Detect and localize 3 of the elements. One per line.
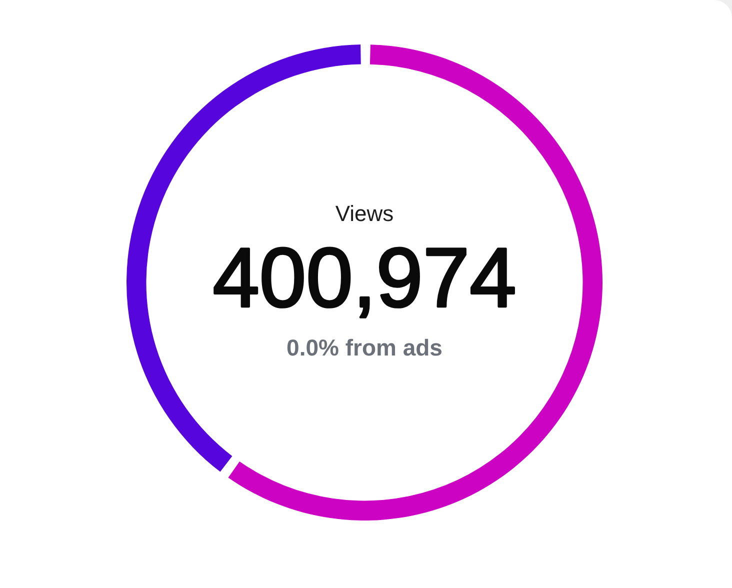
text: 0.0% from ads xyxy=(286,334,442,360)
text: Views xyxy=(335,201,394,226)
text: 400,974 xyxy=(212,230,516,325)
